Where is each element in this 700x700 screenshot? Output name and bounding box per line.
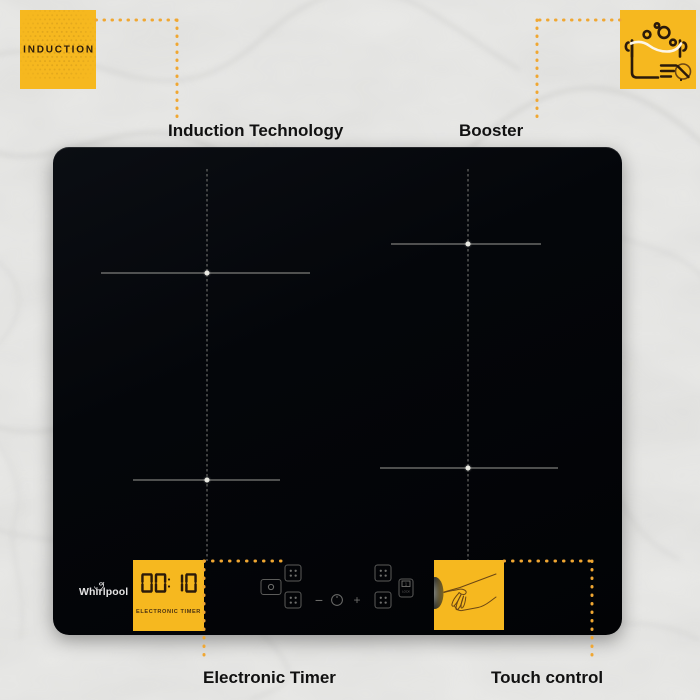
svg-text:1: 1	[405, 582, 408, 587]
svg-text:LOCK: LOCK	[402, 590, 410, 594]
